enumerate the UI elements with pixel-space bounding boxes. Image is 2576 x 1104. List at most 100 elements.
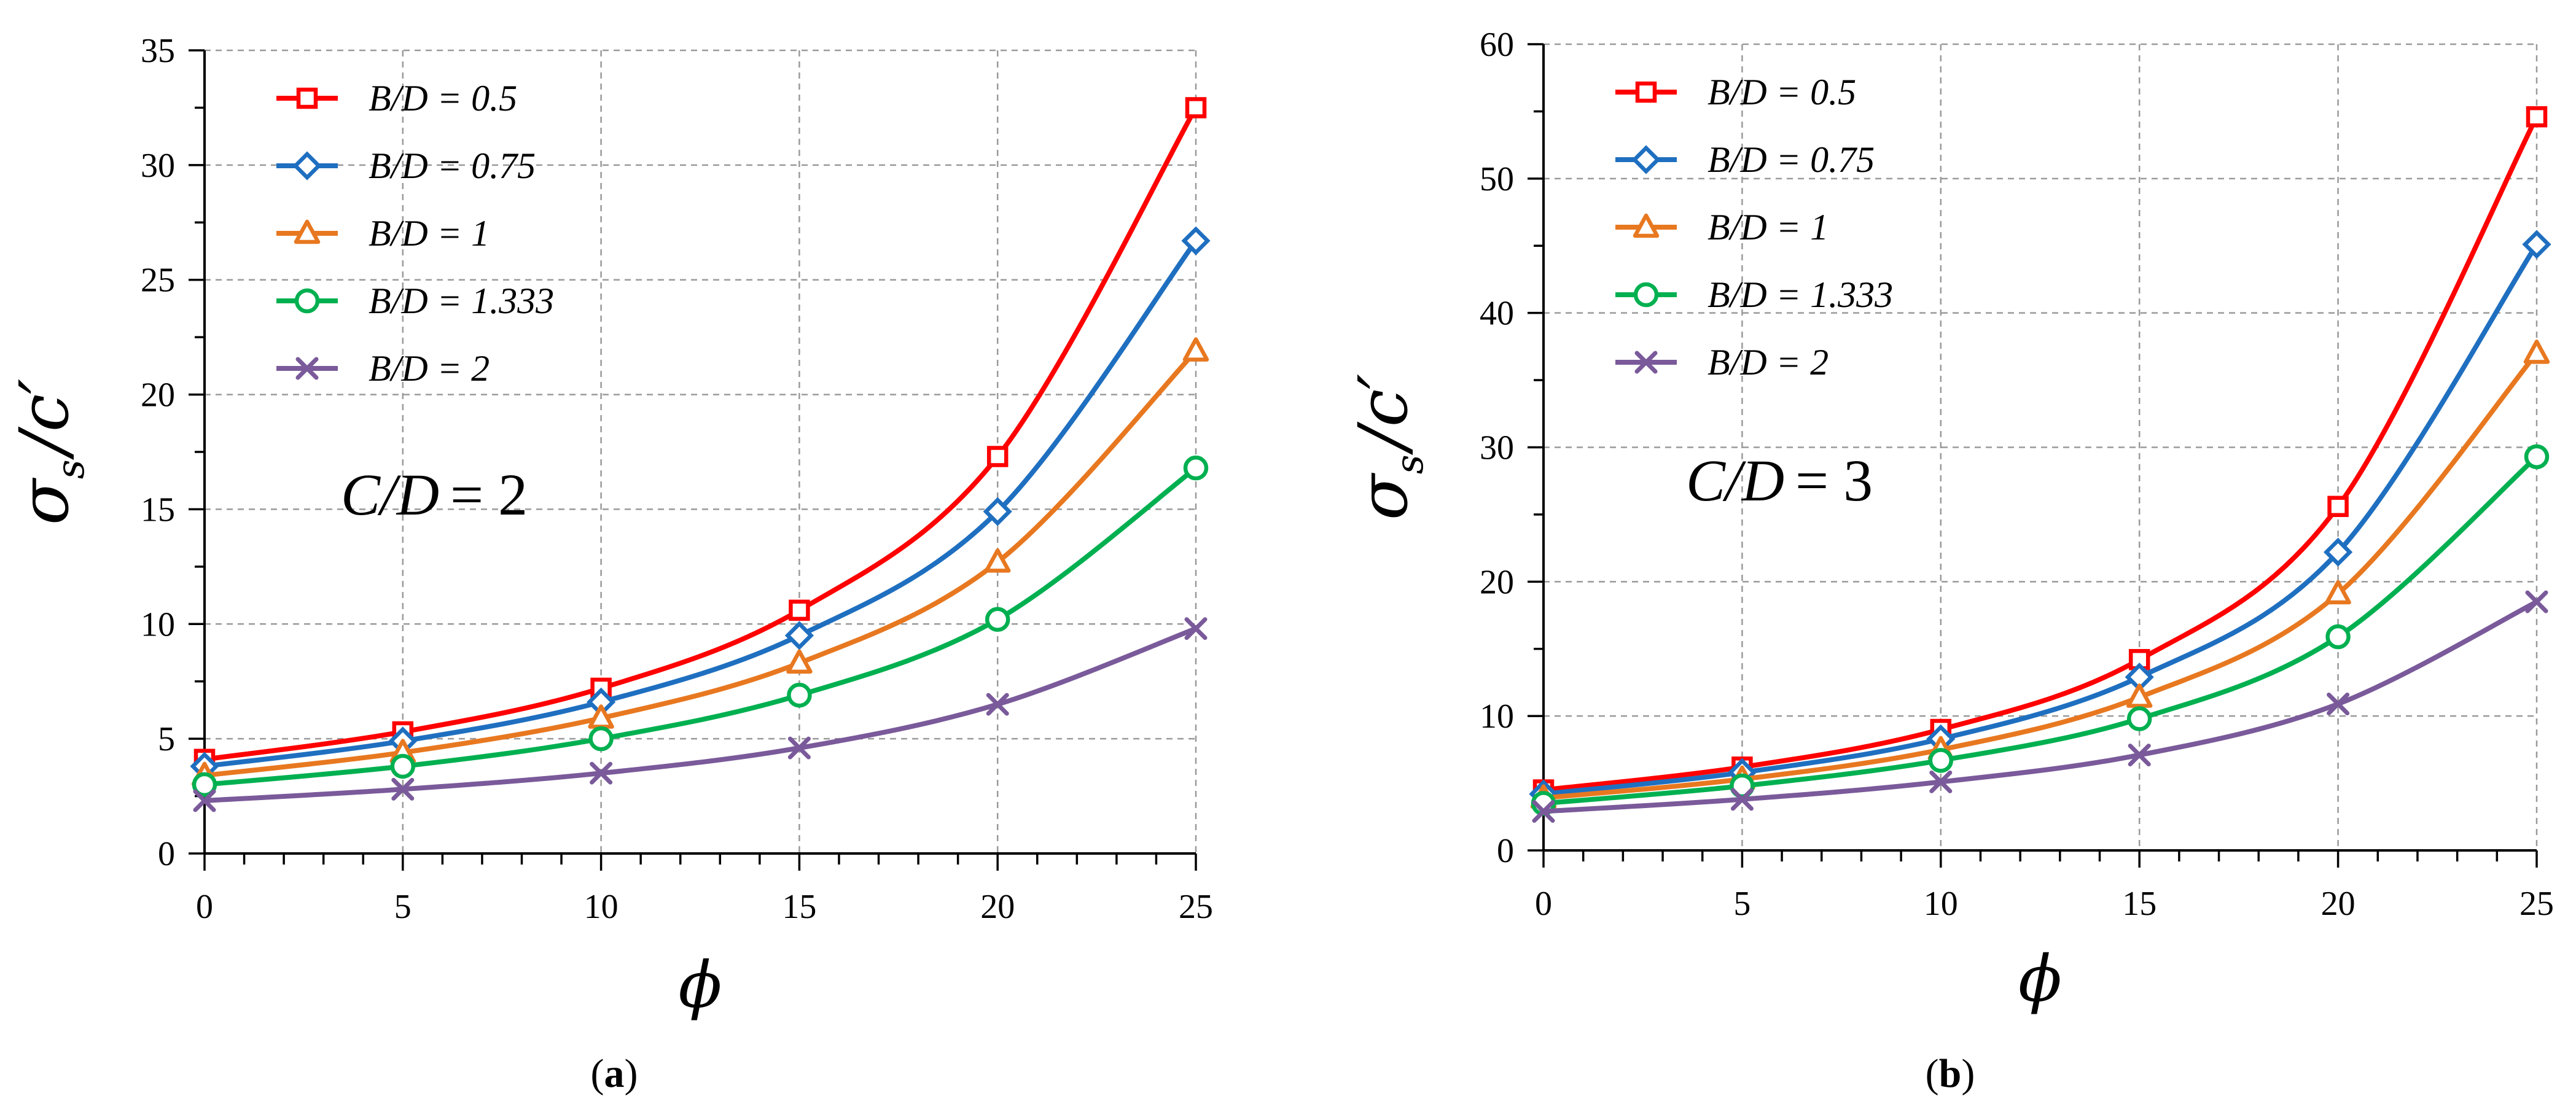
annotation: C/D = 2 xyxy=(341,462,528,527)
series-line xyxy=(1541,454,2539,806)
x-tick-label: 15 xyxy=(2122,885,2156,923)
legend-item: B/D = 0.75 xyxy=(1615,139,1875,180)
x-tick-label: 5 xyxy=(394,888,412,926)
legend-item: B/D = 2 xyxy=(1615,342,1829,383)
caption-open-paren: ( xyxy=(1926,1051,1939,1096)
y-axis-label: σs/c′ xyxy=(1344,374,1432,521)
legend-label: B/D = 0.75 xyxy=(1708,139,1875,180)
y-label-rest: /c′ xyxy=(5,379,84,461)
legend-item: B/D = 1.333 xyxy=(1615,274,1893,315)
y-tick-label: 50 xyxy=(1480,160,1514,198)
annotation-rhs: = 3 xyxy=(1795,448,1873,513)
y-tick-label: 5 xyxy=(158,720,175,758)
caption-letter: a xyxy=(604,1051,625,1096)
series-line xyxy=(202,238,1198,769)
annotation-lhs: C/D xyxy=(341,462,439,527)
data-point xyxy=(1532,800,1555,823)
y-tick-label: 40 xyxy=(1480,295,1514,333)
y-label-main: σ xyxy=(5,477,84,525)
y-tick-label: 30 xyxy=(1480,429,1514,467)
data-point xyxy=(193,789,216,812)
x-tick-label: 15 xyxy=(782,888,816,926)
x-tick-label: 20 xyxy=(2321,885,2355,923)
y-tick-label: 20 xyxy=(141,376,175,414)
caption-close-paren: ) xyxy=(1961,1051,1975,1096)
legend-label: B/D = 2 xyxy=(1708,342,1829,383)
x-axis-label: ϕ xyxy=(679,947,722,1022)
legend-marker xyxy=(294,219,321,244)
legend-item: B/D = 1.333 xyxy=(276,281,554,321)
data-point xyxy=(391,777,415,801)
data-point xyxy=(1928,748,1954,773)
data-point xyxy=(2325,624,2351,650)
x-tick-label: 0 xyxy=(196,888,213,926)
legend-label: B/D = 1.333 xyxy=(369,281,554,321)
data-point xyxy=(2327,496,2349,518)
series-b-d-1-333 xyxy=(192,455,1209,798)
legend-marker xyxy=(294,288,320,314)
annotation-rhs: = 2 xyxy=(450,462,528,527)
data-point xyxy=(1183,455,1209,481)
legend-marker xyxy=(1634,351,1658,374)
series-line xyxy=(1541,242,2539,797)
x-tick-label: 0 xyxy=(1535,885,1552,923)
data-point xyxy=(1184,617,1208,640)
panel-caption: (b) xyxy=(1926,1051,1975,1096)
series-line xyxy=(1541,599,2539,814)
series-b-d-1-333 xyxy=(1531,444,2550,816)
data-point xyxy=(2522,230,2551,259)
data-point xyxy=(588,726,614,752)
legend: B/D = 0.5 B/D = 0.75 B/D = 1 B/D = 1.333 B/D… xyxy=(1615,72,1893,383)
series-line xyxy=(202,465,1198,787)
y-label-rest: /c′ xyxy=(1344,374,1423,456)
data-point xyxy=(1185,97,1207,119)
series-line xyxy=(1541,351,2539,801)
data-point xyxy=(590,761,613,785)
data-point xyxy=(2525,590,2548,613)
legend-item: B/D = 1 xyxy=(276,213,490,254)
data-point xyxy=(985,607,1010,632)
legend-item: B/D = 2 xyxy=(276,348,490,389)
data-point xyxy=(588,704,614,729)
data-point xyxy=(1730,788,1754,811)
data-point xyxy=(789,599,810,621)
data-point xyxy=(986,446,1009,467)
legend-item: B/D = 0.5 xyxy=(1615,72,1856,112)
caption-close-paren: ) xyxy=(625,1051,638,1096)
legend-label: B/D = 0.5 xyxy=(369,78,517,119)
series-b-d-2 xyxy=(193,617,1208,812)
y-tick-label: 0 xyxy=(1497,832,1514,870)
legend-label: B/D = 1 xyxy=(369,213,490,254)
data-point xyxy=(2327,692,2350,715)
caption-open-paren: ( xyxy=(591,1051,604,1096)
panel-caption: (a) xyxy=(591,1051,638,1096)
x-tick-label: 10 xyxy=(1924,885,1958,923)
data-point xyxy=(390,753,416,779)
data-point xyxy=(784,621,814,650)
x-axis-label: ϕ xyxy=(2018,941,2062,1016)
legend-marker xyxy=(1633,213,1660,238)
y-tick-label: 60 xyxy=(1480,26,1514,64)
x-tick-label: 25 xyxy=(2519,885,2554,923)
legend-item: B/D = 0.5 xyxy=(276,78,517,119)
data-point xyxy=(787,682,812,708)
legend-marker xyxy=(1635,81,1657,103)
data-point xyxy=(1181,226,1211,255)
legend-marker xyxy=(292,151,322,181)
series-b-d-1 xyxy=(191,337,1209,787)
x-tick-label: 5 xyxy=(1733,885,1751,923)
legend-label: B/D = 0.5 xyxy=(1708,72,1856,112)
series-line xyxy=(202,105,1198,762)
series-line xyxy=(202,348,1198,778)
data-point xyxy=(2524,444,2550,470)
data-point xyxy=(1929,770,1953,793)
legend-marker xyxy=(1633,282,1659,308)
annotation-lhs: C/D xyxy=(1686,448,1784,513)
series-b-d-2 xyxy=(1532,590,2548,823)
y-label-sub: s xyxy=(48,459,93,479)
data-point xyxy=(786,649,813,674)
y-tick-label: 25 xyxy=(141,262,175,300)
y-tick-label: 20 xyxy=(1480,563,1514,601)
series-b-d-0-75 xyxy=(1529,230,2551,809)
